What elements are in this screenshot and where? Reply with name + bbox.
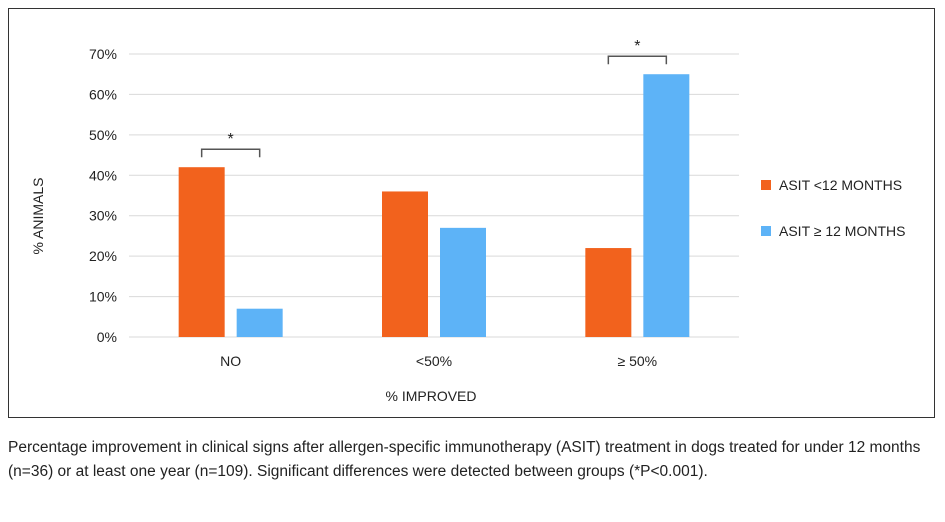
figure-frame: 0% 10% 20% 30% 40% 50% 60% 70% NO <50% ≥ 50% * * %…	[8, 8, 935, 418]
bar	[585, 248, 632, 337]
y-tick-label: 10%	[89, 289, 117, 305]
figure-caption: Percentage improvement in clinical signs…	[8, 439, 921, 480]
significance-bracket	[607, 55, 668, 65]
y-tick-label: 30%	[89, 208, 117, 224]
significance-markers: **	[200, 38, 668, 158]
y-axis-ticks: 0% 10% 20% 30% 40% 50% 60% 70%	[89, 46, 117, 345]
y-tick-label: 60%	[89, 86, 117, 102]
y-tick-label: 20%	[89, 248, 117, 264]
significance-star: *	[228, 131, 234, 148]
legend-label: ASIT <12 MONTHS	[779, 177, 902, 193]
y-tick-label: 40%	[89, 167, 117, 183]
significance-star: *	[634, 38, 640, 55]
x-tick-label: ≥ 50%	[618, 353, 658, 369]
gridlines	[129, 53, 739, 338]
bar-chart: 0%10%20%30%40%50%60%70% NO <50% ≥ 50% ** %…	[30, 38, 905, 404]
bar	[643, 74, 690, 337]
bar	[236, 308, 283, 337]
x-axis-title: % IMPROVED	[385, 388, 476, 404]
legend-swatch	[761, 180, 771, 190]
y-axis-title: % ANIMALS	[30, 177, 46, 254]
bar	[440, 227, 486, 337]
significance-bracket	[200, 148, 261, 158]
x-axis-ticks: NO <50% ≥ 50%	[220, 353, 657, 369]
x-tick-label: NO	[220, 353, 241, 369]
y-tick-label: 70%	[89, 46, 117, 62]
bar	[178, 167, 225, 337]
bars	[178, 74, 690, 337]
y-tick-label: 0%	[97, 329, 117, 345]
legend-swatch	[761, 226, 771, 236]
x-tick-label: <50%	[416, 353, 452, 369]
bar	[382, 191, 428, 337]
y-tick-label: 50%	[89, 127, 117, 143]
legend: ASIT <12 MONTHS ASIT ≥ 12 MONTHS	[761, 177, 905, 239]
legend-label: ASIT ≥ 12 MONTHS	[779, 223, 905, 239]
